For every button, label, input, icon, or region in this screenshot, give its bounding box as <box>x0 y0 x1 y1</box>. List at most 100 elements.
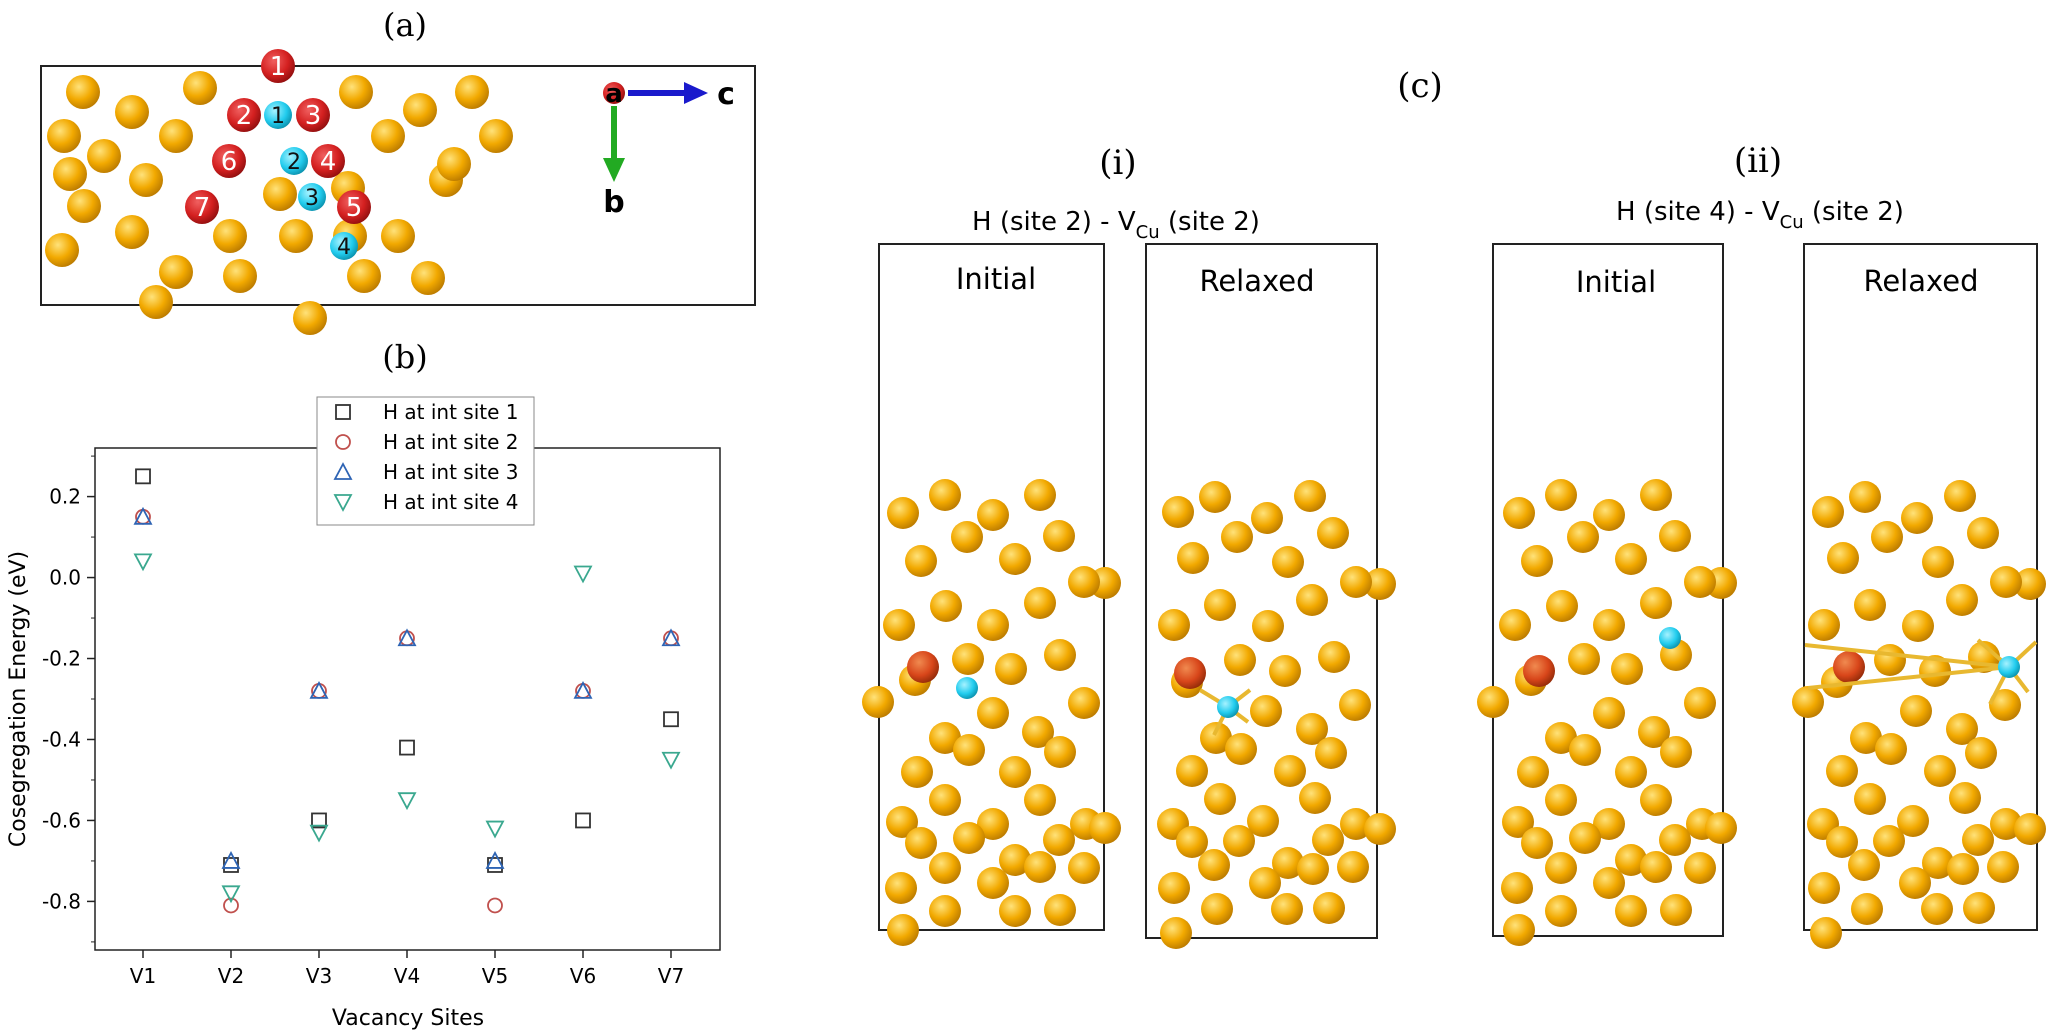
legend-entry: H at int site 3 <box>383 460 519 484</box>
box-ii-initial-title: Initial <box>1576 265 1656 299</box>
cu-atom <box>1044 639 1076 671</box>
cu-atom <box>1340 566 1372 598</box>
box-i-relaxed-title: Relaxed <box>1199 264 1314 298</box>
cu-atom <box>66 75 100 109</box>
cu-atom <box>1024 587 1056 619</box>
cu-atom <box>1947 853 1979 885</box>
cu-atom <box>1545 895 1577 927</box>
cu-atom <box>1849 481 1881 513</box>
box-i-initial-atoms <box>862 479 1121 946</box>
h-bond <box>1807 665 2010 690</box>
cu-atom <box>1902 610 1934 642</box>
cu-atom <box>887 914 919 946</box>
cu-atom <box>929 722 961 754</box>
cu-atom <box>1517 756 1549 788</box>
legend-marker <box>333 494 353 512</box>
cu-atom <box>1024 479 1056 511</box>
x-axis-label: Vacancy Sites <box>332 1006 484 1031</box>
vacancy-site-number: 5 <box>346 193 363 223</box>
cu-atom <box>1043 824 1075 856</box>
cu-atom <box>1640 784 1672 816</box>
h-bond <box>1804 643 2010 669</box>
data-point-circle <box>487 897 503 914</box>
vacancy-site-atom <box>212 144 246 178</box>
vacancy-site-atom <box>296 98 330 132</box>
cu-atom <box>1160 917 1192 949</box>
cu-atom <box>87 139 121 173</box>
h-site-atom <box>264 101 292 129</box>
h-site-atom <box>330 232 358 260</box>
cu-atom <box>1919 655 1951 687</box>
cu-atom <box>1274 755 1306 787</box>
cu-atom <box>1659 520 1691 552</box>
cu-atom <box>1854 783 1886 815</box>
cu-atom <box>929 895 961 927</box>
cu-atom <box>1204 589 1236 621</box>
axis-indicator: a c b <box>603 77 735 220</box>
cu-atom <box>1922 546 1954 578</box>
cu-atom <box>1967 517 1999 549</box>
cu-atom <box>1854 589 1886 621</box>
data-point-triangle-down <box>661 751 681 770</box>
cu-atom <box>1615 543 1647 575</box>
vacancy-site-number: 6 <box>221 147 238 177</box>
cu-atom <box>1312 824 1344 856</box>
vacancy-site-atom <box>227 98 261 132</box>
cu-atom <box>455 75 489 109</box>
cu-atom <box>1705 812 1737 844</box>
cu-atom <box>999 756 1031 788</box>
cu-atom <box>1158 872 1190 904</box>
data-point-triangle-down <box>221 885 241 904</box>
data-point-square <box>399 739 415 756</box>
cu-atom <box>139 285 173 319</box>
y-tick-label: -0.6 <box>42 808 81 832</box>
cu-atom <box>1593 808 1625 840</box>
cu-atom <box>1897 805 1929 837</box>
cu-atom <box>1545 784 1577 816</box>
data-point-square <box>135 468 151 485</box>
cu-atom <box>1294 480 1326 512</box>
cu-atom <box>1024 851 1056 883</box>
cu-atom <box>1204 783 1236 815</box>
cu-atom <box>999 895 1031 927</box>
vacancy-marker-atom <box>1833 651 1865 683</box>
legend-marker <box>335 434 351 450</box>
cu-atom <box>1364 813 1396 845</box>
cu-atom <box>1593 499 1625 531</box>
cu-atom <box>1249 867 1281 899</box>
cu-atom <box>1569 734 1601 766</box>
vacancy-site-number: 3 <box>305 101 322 131</box>
cu-atom <box>183 71 217 105</box>
cu-atom <box>115 215 149 249</box>
cu-atom <box>1850 722 1882 754</box>
h-atom <box>1217 696 1239 718</box>
cu-atom <box>1611 653 1643 685</box>
cu-atom <box>1990 808 2022 840</box>
cu-atom <box>1317 517 1349 549</box>
legend: H at int site 1 H at int site 2 H at int s… <box>316 396 535 526</box>
cu-atom <box>1640 587 1672 619</box>
data-point-triangle-down <box>397 792 417 811</box>
cu-atom <box>1199 481 1231 513</box>
c-axis-arrowhead <box>684 82 708 104</box>
cu-atom <box>1315 737 1347 769</box>
cu-atom <box>339 75 373 109</box>
data-point-triangle-up <box>221 851 241 869</box>
cu-atom <box>1569 822 1601 854</box>
cu-atom <box>293 301 327 335</box>
cu-atom <box>279 219 313 253</box>
cu-atom <box>45 233 79 267</box>
data-point-triangle-up <box>309 680 329 699</box>
cu-atom <box>977 808 1009 840</box>
data-points <box>133 468 681 914</box>
cu-atom <box>53 157 87 191</box>
cu-atom <box>977 499 1009 531</box>
cu-atom <box>213 219 247 253</box>
box-ii-relaxed-atoms <box>1792 480 2046 949</box>
cu-atom <box>1247 805 1279 837</box>
cu-atom <box>1200 722 1232 754</box>
cu-atom <box>930 590 962 622</box>
data-point-triangle-down <box>573 565 593 584</box>
